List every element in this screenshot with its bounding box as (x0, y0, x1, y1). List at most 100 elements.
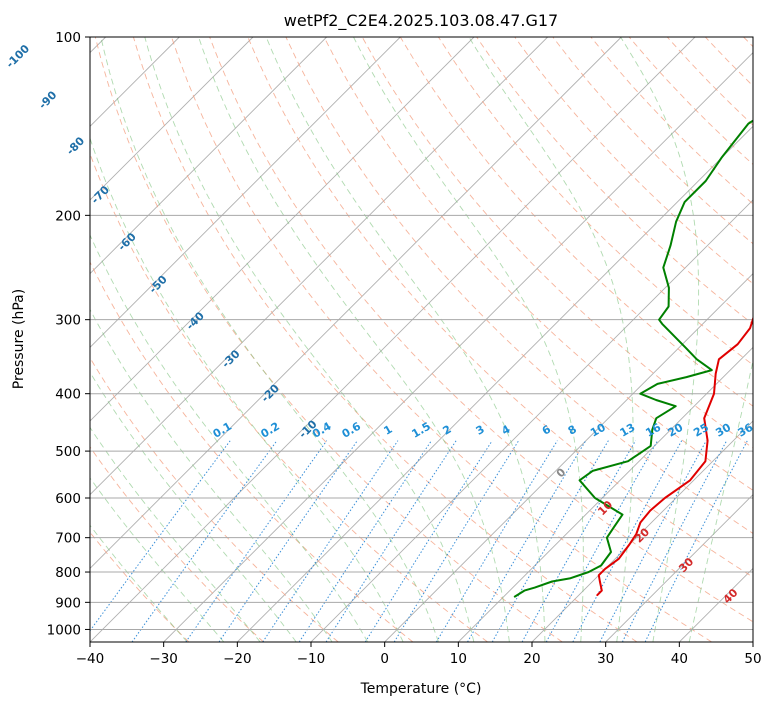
isotherm-label: -50 (147, 273, 170, 296)
mixing-ratio-line (90, 440, 231, 632)
dry-adiabat-line (476, 37, 753, 325)
sounding-series (513, 119, 753, 598)
dry-adiabat-line (90, 152, 488, 642)
moist-adiabat-line (198, 37, 510, 642)
dry-adiabat-line (90, 446, 264, 642)
x-tick-label: −10 (297, 651, 326, 667)
isotherm-line (531, 420, 753, 642)
mixing-ratio-line (218, 440, 358, 642)
y-tick-label: 400 (55, 387, 81, 403)
mixing-ratio-line (262, 440, 399, 642)
isotherm-label: -30 (219, 347, 242, 370)
moist-adiabat-line (90, 477, 225, 642)
isotherm-line (90, 37, 327, 275)
mixing-ratio-line (599, 440, 707, 642)
mixing-ratio-label: 13 (618, 421, 638, 440)
isotherm-line (90, 37, 475, 422)
axes: −40 −30 −20 −10 0 10 20 30 40 50 100 200 300 400 500 60… (47, 30, 762, 667)
dewpoint-profile-line (513, 119, 753, 598)
mixing-ratio-line (325, 440, 457, 642)
isotherm-line (90, 37, 548, 496)
moist-adiabat-line (90, 371, 297, 642)
dry-adiabat-line (132, 37, 638, 642)
isotherm-line (679, 567, 753, 642)
plot-frame (89, 36, 754, 643)
dry-adiabat-line (90, 356, 339, 642)
dry-adiabat-line (171, 37, 712, 642)
background-lines (90, 37, 753, 642)
y-axis-label: Pressure (hPa) (11, 289, 27, 389)
moist-adiabat-line (265, 37, 546, 642)
moist-adiabat-line (468, 37, 634, 642)
x-tick-label: −40 (76, 651, 105, 667)
mixing-ratio-label: 10 (588, 421, 608, 440)
x-tick-label: 40 (671, 651, 688, 667)
x-tick-label: −20 (223, 651, 252, 667)
mixing-ratio-line (298, 440, 432, 642)
dry-adiabat-line (285, 37, 753, 535)
moist-adiabat-line (353, 37, 584, 642)
mixing-ratio-label: 0.6 (340, 419, 364, 440)
chart-title: wetPf2_C2E4.2025.103.08.47.G17 (284, 11, 558, 31)
x-axis-label: Temperature (°C) (360, 681, 482, 697)
temperature-profile-line (596, 315, 753, 597)
mixing-ratio-label: 25 (691, 421, 711, 440)
mixing-ratio-label: 1.5 (410, 420, 433, 441)
y-tick-label: 1000 (47, 622, 81, 638)
isotherm-line (605, 494, 753, 642)
mixing-ratio-line (131, 440, 278, 642)
moist-adiabat-line (100, 37, 439, 642)
mixing-ratio-line (621, 440, 728, 642)
mixing-ratio-label: 2 (440, 423, 453, 438)
dry-adiabat-line (666, 37, 753, 126)
isotherm-label: -70 (89, 183, 112, 206)
isotherm-label: -80 (64, 134, 87, 157)
mixing-ratio-line (435, 440, 558, 642)
mixing-ratio-label: 0.1 (211, 420, 234, 441)
isotherm-label: -100 (4, 42, 33, 71)
dry-adiabat-line (90, 261, 414, 642)
mixing-ratio-label: 20 (666, 421, 686, 440)
x-tick-label: 50 (744, 651, 761, 667)
x-tick-label: 0 (380, 651, 389, 667)
y-tick-label: 700 (55, 531, 81, 547)
isotherm-line (384, 273, 753, 642)
dry-adiabat-line (438, 37, 753, 366)
mixing-ratio-label: 1 (382, 423, 395, 438)
y-tick-label: 600 (55, 491, 81, 507)
mixing-ratio-line (393, 440, 520, 642)
moist-adiabat-line (688, 358, 753, 642)
moist-adiabat-line (90, 136, 404, 642)
isotherm-label: -40 (184, 309, 207, 332)
x-tick-label: 20 (523, 651, 540, 667)
y-tick-label: 300 (55, 313, 81, 329)
pressure-grid (90, 37, 753, 630)
moist-adiabat-line (144, 37, 475, 642)
dry-adiabat-line (94, 37, 563, 642)
isotherm-line (90, 37, 254, 201)
mixing-ratio-line (491, 440, 609, 642)
moist-adiabat-line (620, 37, 700, 642)
dry-adiabat-line (90, 531, 190, 642)
mixing-ratio-label: 30 (713, 421, 733, 440)
moist-adiabat-line (90, 426, 261, 642)
dry-adiabat-line (247, 37, 753, 578)
moist-adiabat-line (90, 234, 369, 642)
line-annotations: -100-90-80-70-60-50-40-30-20-100.1 0.2 0.4… (4, 42, 756, 606)
mixing-ratio-line (467, 440, 587, 642)
moist-adiabat-line (90, 524, 188, 642)
adiabat-label: 20 (632, 525, 652, 545)
y-tick-label: 800 (55, 565, 81, 581)
isotherm-label: -60 (115, 230, 138, 253)
y-tick-label: 500 (55, 444, 81, 460)
isotherm-line (310, 199, 753, 642)
y-tick-label: 200 (55, 208, 81, 224)
isotherm-label: -20 (259, 381, 282, 404)
mixing-ratio-label: 4 (499, 422, 512, 437)
mixing-ratio-label: 3 (474, 423, 487, 438)
isotherm-line (458, 346, 753, 642)
isotherm-line (237, 125, 753, 642)
x-tick-label: −30 (149, 651, 178, 667)
isotherm-line (752, 641, 753, 642)
